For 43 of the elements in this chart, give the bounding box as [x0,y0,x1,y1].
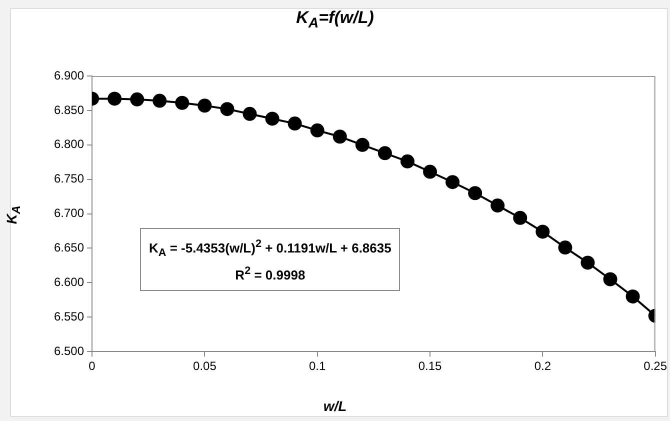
point [490,198,505,213]
point [423,164,438,179]
point [558,240,572,255]
y-tick-label: 6.750 [54,172,84,186]
x-axis-title: w/L [322,398,348,414]
point [446,175,460,190]
point [152,94,167,108]
point [288,116,302,131]
point [108,92,122,106]
x-tick-label: 0.05 [193,359,217,374]
chart-title: K$_{A}$=f(w/L) [295,8,375,32]
y-tick-label: 6.500 [54,344,84,358]
point [355,138,370,152]
point [242,106,257,121]
annotation: R$^{2}$ = 0.9998 [234,264,306,284]
point [513,210,528,225]
y-tick-label: 6.550 [54,309,84,324]
point [580,256,595,270]
y-tick-label: 6.900 [54,68,84,82]
x-tick-label: 0.15 [418,359,442,374]
y-tick-label: 6.600 [54,275,84,290]
point [198,98,212,113]
point [468,186,482,200]
x-tick-label: 0.1 [309,359,326,374]
point [626,289,640,304]
point [265,112,280,126]
x-tick-label: 0 [88,359,96,374]
point [378,146,392,160]
point [220,102,234,116]
annotation: K$_{A}$ = -5.4353(w/L)$^{2}$ + 0.1191w/L + 6.8635 [149,237,392,261]
point [603,272,618,286]
y-tick-label: 6.700 [54,206,84,220]
x-tick-label: 0.2 [534,359,552,374]
point [130,92,144,106]
point [536,224,550,239]
point [400,154,414,168]
y-tick-label: 6.800 [54,137,84,152]
y-tick-label: 6.650 [54,240,84,255]
point [175,96,190,110]
point [332,130,347,144]
point [310,123,324,138]
x-tick-label: 0.25 [644,359,668,374]
y-tick-label: 6.850 [54,102,84,117]
